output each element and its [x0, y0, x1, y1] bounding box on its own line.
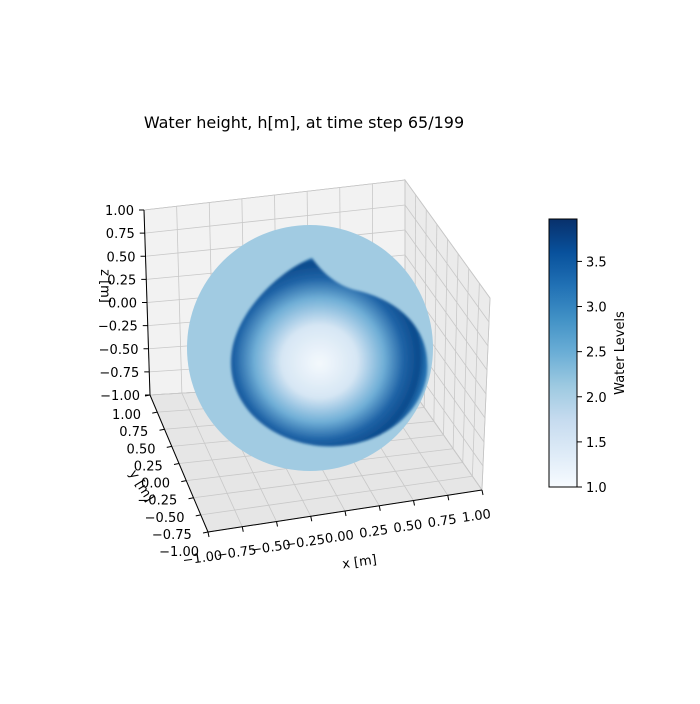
chart-title: Water height, h[m], at time step 65/199 [144, 113, 464, 132]
water-drop [230, 258, 428, 447]
axis-lines [139, 209, 484, 538]
x-tick-label: 0.25 [358, 523, 389, 542]
z-tick-label: 0.25 [107, 273, 136, 288]
y-tick-label: 0.50 [127, 442, 156, 457]
colorbar-ticks: 1.0 1.5 2.0 2.5 3.0 3.5 [577, 255, 607, 496]
colorbar-tick-label: 1.0 [586, 481, 607, 496]
y-tick-label: 0.00 [141, 477, 170, 492]
colorbar [548, 218, 578, 488]
y-tick-label: −0.25 [137, 494, 177, 509]
x-tick [310, 516, 313, 522]
x-tick-label: 0.50 [393, 518, 424, 537]
colorbar-tick-label: 3.0 [586, 301, 607, 316]
x-tick [207, 531, 210, 538]
colorbar-label: Water Levels [613, 311, 628, 395]
y-tick-label: −0.75 [152, 528, 192, 543]
grid-line [193, 462, 463, 499]
y-tick-label: 1.00 [112, 408, 141, 423]
x-tick [413, 500, 415, 506]
sphere-surface [187, 225, 433, 471]
colorbar-tick-label: 2.5 [586, 346, 607, 361]
x-tick-label: −1.00 [182, 548, 224, 568]
z-tick-label: 0.50 [107, 250, 136, 265]
x-tick [241, 526, 244, 532]
z-tick-label: −1.00 [100, 389, 140, 404]
x-tick-label: −0.50 [250, 538, 292, 558]
grid-line [471, 283, 480, 477]
y-tick [173, 463, 180, 465]
colorbar-tick-label: 2.0 [586, 391, 607, 406]
z-tick-label: 0.75 [106, 227, 135, 242]
z-axis-label: z [m] [97, 269, 112, 303]
x-tick-label: 0.75 [427, 512, 458, 531]
y-tick [202, 531, 209, 534]
grid-line [481, 297, 491, 491]
y-tick [144, 394, 151, 397]
y-tick-label: −1.00 [159, 545, 199, 560]
y-tick [166, 445, 172, 448]
y-tick-label: −0.50 [145, 511, 185, 526]
x-tick [378, 505, 381, 511]
colorbar-tick-label: 3.5 [586, 255, 607, 270]
y-tick [181, 480, 187, 483]
colorbar-tick-label: 1.5 [586, 436, 607, 451]
x-tick-label: 0.00 [324, 528, 355, 547]
grid-line [452, 253, 459, 449]
grid-line [462, 268, 470, 463]
y-tick [159, 428, 165, 431]
x-tick-label: −0.25 [284, 533, 326, 553]
x-tick [447, 495, 450, 501]
x-tick-label: 1.00 [461, 507, 492, 526]
z-tick-label: 1.00 [105, 204, 134, 219]
y-tick-label: 0.75 [119, 425, 148, 440]
z-tick-label: 0.00 [108, 297, 137, 312]
x-tick [344, 510, 347, 517]
y-tick-label: 0.25 [134, 459, 163, 474]
z-tick-label: −0.75 [99, 366, 139, 381]
grid-line [443, 238, 448, 436]
z-tick-label: −0.50 [99, 343, 139, 358]
x-tick-label: −0.75 [216, 543, 258, 563]
y-tick [152, 411, 158, 414]
y-tick [195, 514, 201, 517]
x-tick [481, 489, 484, 496]
grid-line [200, 475, 473, 516]
z-tick-label: −0.25 [98, 320, 138, 335]
y-tick [188, 497, 194, 500]
x-tick [276, 521, 278, 527]
tick-labels: 1.000.750.500.250.00−0.25−0.50−0.75−1.00… [98, 204, 492, 569]
x-axis-label: x [m] [341, 553, 377, 573]
